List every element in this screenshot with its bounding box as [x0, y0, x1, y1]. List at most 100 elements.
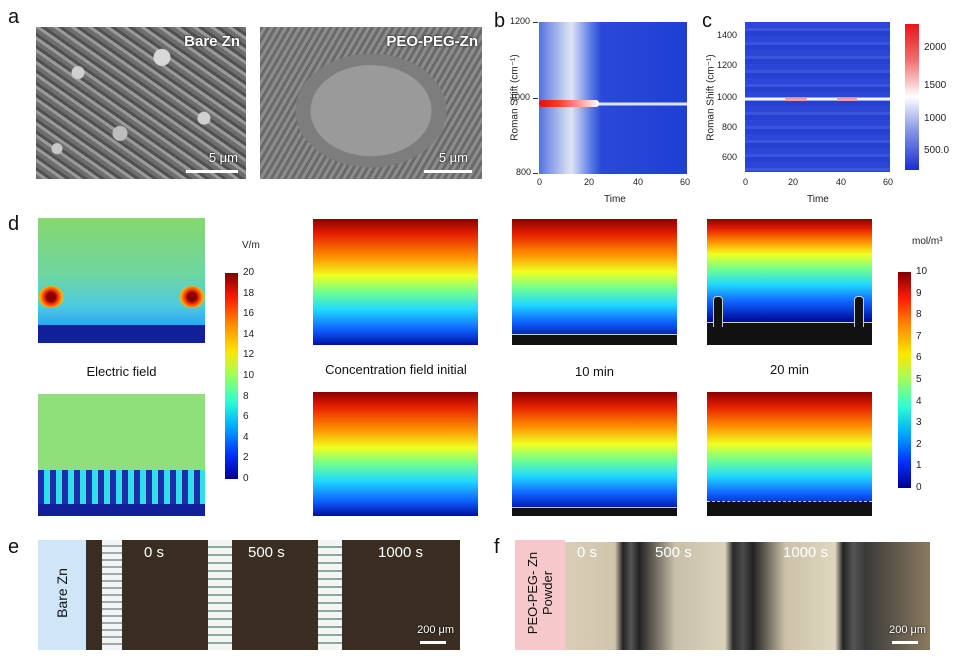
- conc-initial-top: [313, 219, 478, 345]
- field-coating-layer: [38, 470, 205, 504]
- panel-c-letter: c: [702, 10, 712, 32]
- panel-a-letter: a: [8, 6, 20, 28]
- b-ytick-label: 1200: [510, 16, 531, 26]
- field-colorbar-tick-label: 6: [243, 411, 249, 423]
- conc-10min-bottom: [512, 392, 677, 516]
- conc-colorbar-tick-label: 8: [916, 309, 922, 321]
- field-colorbar-tick-label: 0: [243, 473, 249, 484]
- caption-10-min: 10 min: [574, 364, 615, 379]
- caption-20-min: 20 min: [769, 362, 810, 377]
- b-xlabel: Time: [604, 194, 626, 205]
- field-hotspot-right: [179, 286, 205, 308]
- electrode-edge-1000s: [318, 540, 342, 650]
- field-electrode-base: [38, 325, 205, 343]
- colorbar-c-tick: 1000: [924, 113, 947, 124]
- b-xtick-label: 20: [584, 177, 595, 187]
- b-ytick-1200: [533, 22, 538, 23]
- concentration-unit: mol/m³: [912, 236, 943, 247]
- field-colorbar-tick-label: 8: [243, 390, 249, 402]
- field-colorbar-tick-label: 16: [243, 308, 255, 320]
- conc-10min-top: [512, 219, 677, 345]
- optical-strip-peo-peg-zn: 0 s 500 s 1000 s 200 μm: [565, 542, 930, 650]
- peak-band-c-hot-1: [785, 98, 807, 101]
- conc-20min-dendrite-left: [713, 296, 723, 327]
- conc-colorbar-tick-label: 4: [916, 395, 922, 407]
- conc-colorbar-tick-label: 3: [916, 417, 922, 429]
- electrode-edge-500s: [208, 540, 232, 650]
- field-colorbar-tick-label: 4: [243, 431, 249, 443]
- colorbar-c-tick: 500.0: [924, 145, 950, 156]
- c-ytick-label: 800: [722, 122, 738, 132]
- f-time-1000s: 1000 s: [783, 544, 829, 561]
- peak-band-c-hot-2: [837, 98, 857, 101]
- conc-colorbar-tick-label: 2: [916, 438, 922, 450]
- bare-zn-tag: Bare Zn: [38, 540, 86, 650]
- b-xtick-label: 40: [633, 177, 644, 187]
- conc-colorbar-tick-label: 9: [916, 287, 922, 299]
- peo-peg-zn-tag-label: PEO-PEG- Zn Powder: [525, 538, 555, 648]
- b-xtick-label: 60: [680, 177, 691, 187]
- b-ytick-label: 1000: [510, 92, 531, 102]
- e-scale-bar: [420, 641, 446, 644]
- conc-20min-dendrites: [707, 322, 872, 345]
- conc-colorbar-tick-label: 0: [916, 482, 922, 493]
- electrode-edge-0s: [102, 540, 122, 650]
- c-xtick-label: 40: [836, 177, 847, 187]
- peo-peg-zn-tag-line2: Powder: [540, 570, 555, 616]
- panel-b-letter: b: [494, 10, 506, 32]
- electric-field-sim-top: [38, 218, 205, 343]
- c-xtick-label: 60: [883, 177, 894, 187]
- field-unit: V/m: [242, 240, 260, 251]
- panel-e-letter: e: [8, 536, 20, 558]
- conc-20min-top: [707, 219, 872, 345]
- field-colorbar-tick-label: 20: [243, 267, 255, 278]
- bare-zn-tag-label: Bare Zn: [54, 568, 70, 618]
- colorbar-c-tick: 1500: [924, 80, 947, 91]
- b-ylabel: Roman Shift (cm⁻¹): [509, 54, 521, 141]
- c-xtick-label: 20: [788, 177, 799, 187]
- peak-band-b: [539, 100, 599, 107]
- c-ytick-label: 1000: [717, 92, 738, 102]
- field-colorbar-tick-label: 10: [243, 370, 255, 381]
- colorbar-field: [225, 273, 238, 479]
- f-time-500s: 500 s: [655, 544, 692, 561]
- caption-concentration-initial: Concentration field initial: [325, 362, 467, 377]
- colorbar-concentration: [898, 272, 911, 488]
- conc-10min-deposit: [512, 334, 677, 345]
- conc-colorbar-tick-label: 10: [916, 266, 928, 277]
- f-scale-text: 200 μm: [889, 624, 926, 636]
- f-time-0s: 0 s: [577, 544, 598, 561]
- e-time-1000s: 1000 s: [378, 544, 424, 561]
- conc-20min-coating: [707, 501, 872, 516]
- optical-strip-bare-zn: 0 s 500 s 1000 s 200 μm: [86, 540, 460, 650]
- conc-10min-coating: [512, 507, 677, 516]
- e-time-0s: 0 s: [144, 544, 165, 561]
- f-scale-bar: [892, 641, 918, 644]
- e-scale-text: 200 μm: [417, 624, 454, 636]
- c-xtick-label: 0: [743, 177, 749, 187]
- electric-field-sim-bottom: [38, 394, 205, 516]
- b-ytick-label: 800: [516, 167, 532, 177]
- field-substrate: [38, 504, 205, 516]
- c-xlabel: Time: [807, 194, 829, 205]
- panel-f-letter: f: [494, 536, 500, 558]
- conc-colorbar-tick-label: 6: [916, 352, 922, 364]
- field-colorbar-tick-label: 2: [243, 452, 249, 464]
- bare-zn-scale-bar: [186, 170, 238, 173]
- c-ytick-label: 600: [722, 152, 738, 162]
- conc-20min-bottom: [707, 392, 872, 516]
- field-colorbar-tick-label: 12: [243, 349, 255, 361]
- c-ytick-label: 1200: [717, 60, 738, 70]
- b-ytick-1000: [533, 98, 538, 99]
- peo-peg-zn-scale-text: 5 μm: [438, 150, 468, 165]
- e-time-500s: 500 s: [248, 544, 285, 561]
- conc-colorbar-tick-label: 1: [916, 460, 922, 472]
- b-xtick-label: 0: [537, 177, 543, 187]
- field-colorbar-tick-label: 14: [243, 328, 255, 340]
- conc-20min-dendrite-right: [854, 296, 864, 327]
- caption-electric-field: Electric field: [86, 364, 157, 379]
- bare-zn-label: Bare Zn: [184, 33, 240, 50]
- sem-image-bare-zn: Bare Zn 5 μm: [36, 27, 246, 179]
- c-ytick-label: 1400: [717, 30, 738, 40]
- field-colorbar-tick-label: 18: [243, 287, 255, 299]
